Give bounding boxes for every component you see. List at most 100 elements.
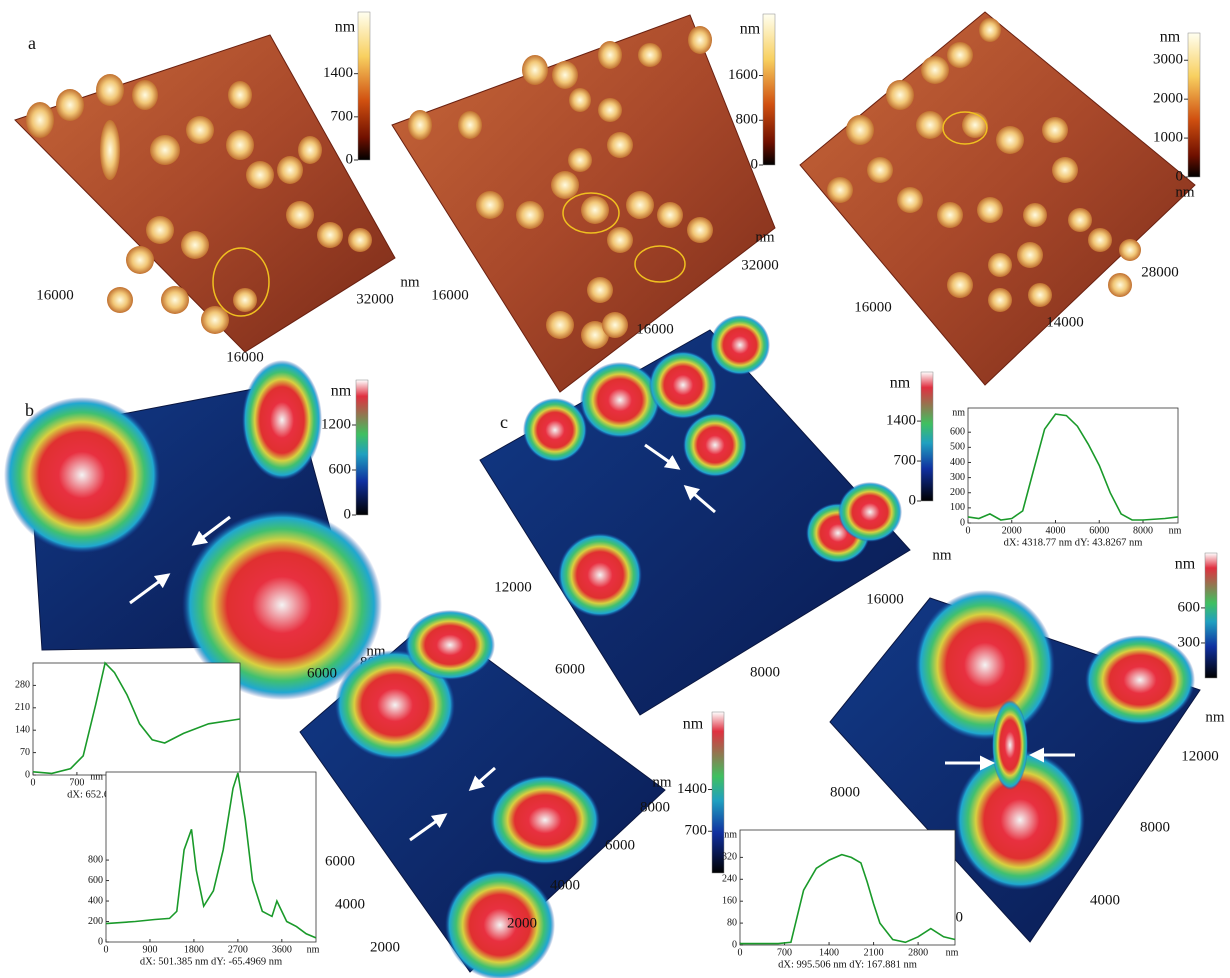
colorbar-unit: nm <box>683 716 704 733</box>
y-tick-label: 400 <box>88 895 103 906</box>
y-tick-label: 800 <box>88 854 103 865</box>
afm-feature <box>233 288 257 312</box>
axis-label: 2000 <box>507 915 537 931</box>
colorbar-tick-label: 1400 <box>886 413 916 429</box>
x-tick-label: 2800 <box>908 947 928 958</box>
afm-feature <box>827 177 853 203</box>
colorbar-tick-label: 1000 <box>1153 130 1183 146</box>
afm-feature <box>1042 117 1068 143</box>
y-tick-label: 0 <box>732 939 737 950</box>
axis-label: 32000 <box>741 257 779 273</box>
afm-feature <box>657 202 683 228</box>
afm-feature <box>915 590 1055 740</box>
axis-label: nm <box>755 229 775 245</box>
afm-feature <box>1088 228 1112 252</box>
colorbar-tick-label: 0 <box>346 151 354 167</box>
afm-feature <box>626 191 654 219</box>
afm-feature <box>687 217 713 243</box>
afm-feature <box>458 111 482 139</box>
axis-label: 12000 <box>494 579 532 595</box>
colorbar-unit: nm <box>335 19 356 36</box>
y-tick-label: 70 <box>20 747 30 758</box>
y-tick-label: 80 <box>727 917 737 928</box>
axis-label: 8000 <box>640 799 670 815</box>
colorbar <box>1205 553 1217 678</box>
afm-feature <box>522 55 548 85</box>
profile-frame <box>33 663 240 775</box>
afm-feature <box>979 18 1001 42</box>
x-unit: nm <box>1169 525 1182 536</box>
afm-feature <box>568 148 592 172</box>
colorbar <box>358 12 370 160</box>
x-tick-label: 0 <box>966 525 971 536</box>
colorbar-tick-label: 300 <box>1178 634 1201 650</box>
afm-surface <box>800 12 1195 385</box>
afm-feature <box>490 775 600 865</box>
axis-label: 6000 <box>307 665 337 681</box>
axis-label: 8000 <box>750 664 780 680</box>
axis-label: nm <box>400 274 420 290</box>
colorbar-tick-label: 800 <box>736 112 759 128</box>
y-unit: nm <box>952 407 965 418</box>
x-tick-label: 900 <box>142 944 157 955</box>
colorbar-unit: nm <box>740 21 761 38</box>
x-tick-label: 6000 <box>1089 525 1109 536</box>
axis-label: 4000 <box>335 896 365 912</box>
colorbar <box>712 712 724 873</box>
afm-feature <box>277 156 303 184</box>
afm-feature <box>100 120 120 180</box>
afm-feature <box>886 80 914 110</box>
afm-feature <box>445 870 555 978</box>
x-tick-label: 2700 <box>228 944 248 955</box>
afm-feature <box>161 286 189 314</box>
axis-label: 28000 <box>1141 264 1179 280</box>
colorbar-tick-label: 1200 <box>321 416 351 432</box>
x-tick-label: 0 <box>738 947 743 958</box>
x-unit: nm <box>946 947 959 958</box>
afm-feature <box>838 482 902 542</box>
axis-label: 32000 <box>356 291 394 307</box>
colorbar-tick-label: 3000 <box>1153 52 1183 68</box>
axis-label: 16000 <box>854 299 892 315</box>
afm-feature <box>181 231 209 259</box>
afm-feature <box>4 397 160 553</box>
afm-feature <box>1052 157 1078 183</box>
y-tick-label: 200 <box>88 916 103 927</box>
colorbar-tick-label: 0 <box>751 156 759 172</box>
axis-label: 16000 <box>866 591 904 607</box>
axis-label: nm <box>1175 184 1195 200</box>
colorbar <box>356 380 368 515</box>
afm-feature <box>1108 273 1132 297</box>
afm-feature <box>246 161 274 189</box>
colorbar-tick-label: 1600 <box>728 67 758 83</box>
afm-feature <box>56 89 84 121</box>
afm-feature <box>649 351 717 419</box>
x-tick-label: 8000 <box>1133 525 1153 536</box>
afm-feature <box>710 315 770 375</box>
colorbar-tick-label: 0 <box>1176 168 1184 184</box>
x-tick-label: 3600 <box>272 944 292 955</box>
x-tick-label: 0 <box>104 944 109 955</box>
y-tick-label: 300 <box>950 472 965 483</box>
y-tick-label: 400 <box>950 457 965 468</box>
axis-label: 16000 <box>36 287 74 303</box>
afm-feature <box>607 227 633 253</box>
axis-label: 4000 <box>1090 892 1120 908</box>
x-tick-label: 0 <box>31 777 36 788</box>
afm-feature <box>569 88 591 112</box>
x-tick-label: 700 <box>777 947 792 958</box>
afm-feature <box>1068 208 1092 232</box>
afm-feature <box>846 115 874 145</box>
axis-label: 6000 <box>555 661 585 677</box>
afm-feature <box>996 126 1024 154</box>
axis-label: 8000 <box>830 784 860 800</box>
x-tick-label: 2100 <box>864 947 884 958</box>
colorbar-tick-label: 0 <box>344 506 352 522</box>
colorbar-tick-label: 1400 <box>677 781 707 797</box>
afm-feature <box>947 42 973 68</box>
y-tick-label: 160 <box>722 895 737 906</box>
colorbar-tick-label: 700 <box>894 452 917 468</box>
colorbar-tick-label: 600 <box>1178 599 1201 615</box>
colorbar-unit: nm <box>1160 29 1181 46</box>
profile-frame <box>740 830 955 945</box>
